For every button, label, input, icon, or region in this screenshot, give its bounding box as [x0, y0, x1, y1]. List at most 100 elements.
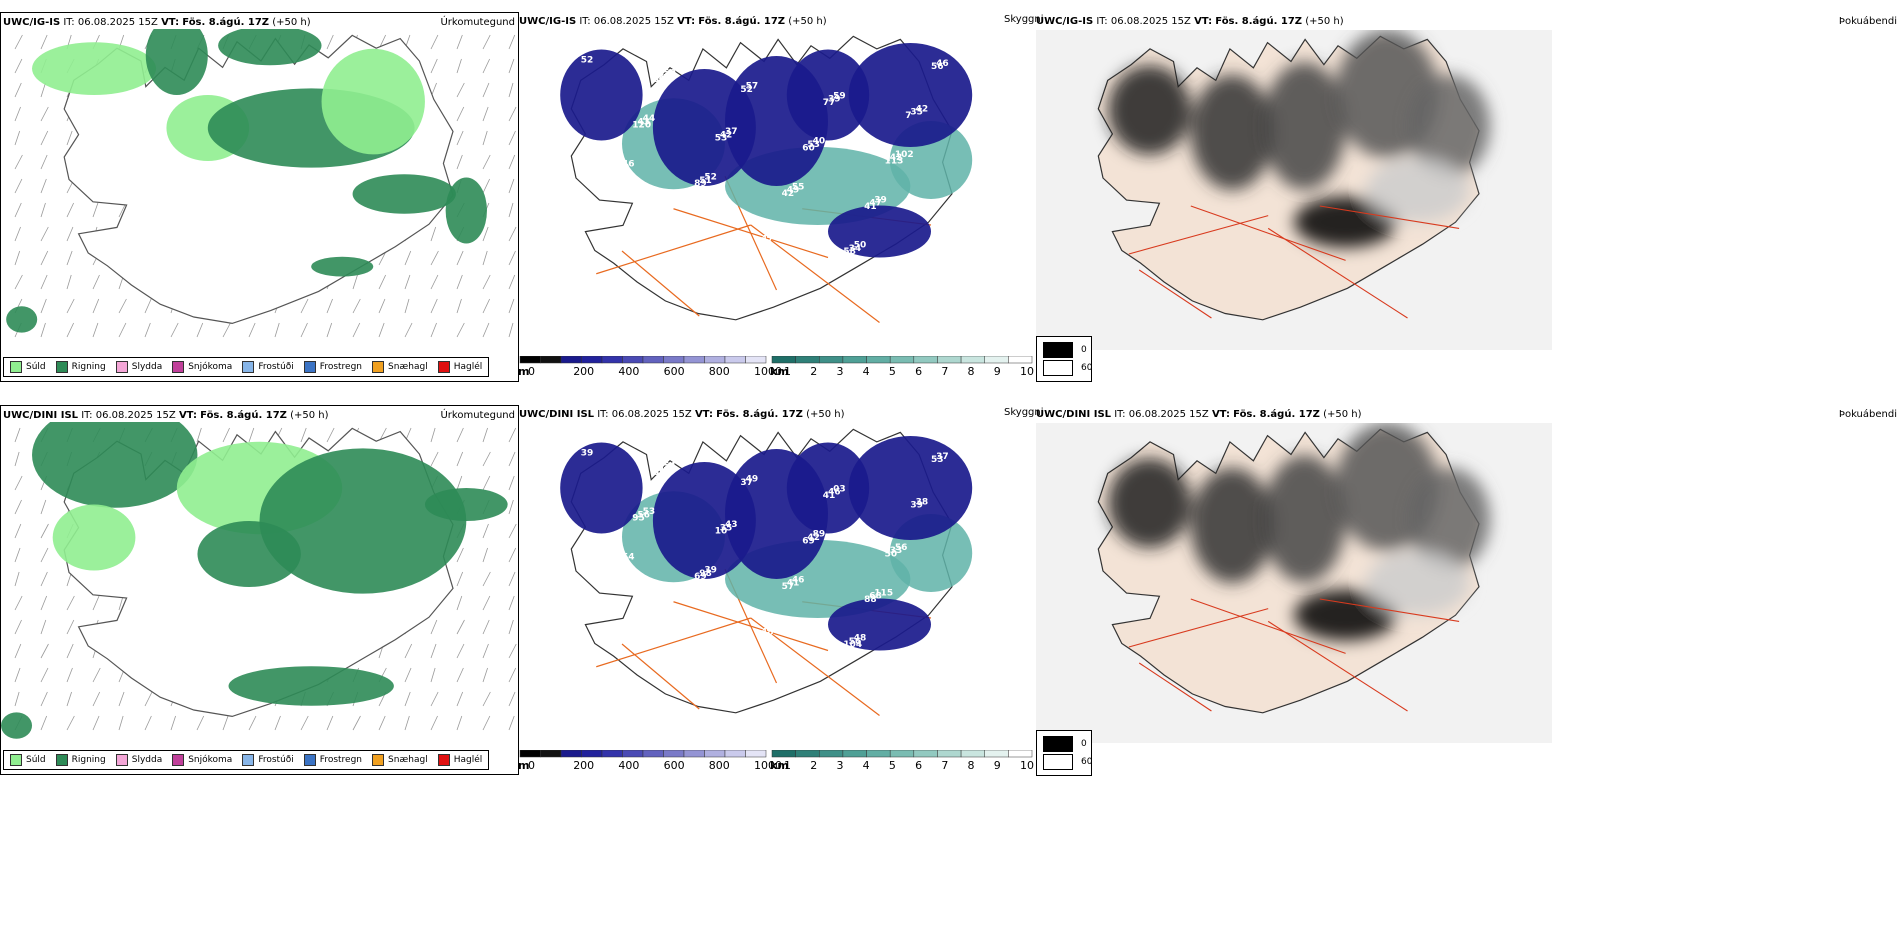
lead-time: (+50 h) [1305, 16, 1344, 27]
colorbar-tick: 200 [573, 759, 595, 772]
ceiling-value-label: 120 [632, 121, 651, 131]
colorbar-tick: 7 [941, 365, 949, 378]
colorbar-tick: 6 [915, 759, 923, 772]
ceiling-value-labels: 5253395546404459505011395210237425746383… [581, 56, 949, 258]
fog-legend-max: 0 [1081, 739, 1087, 749]
precip-legend-label: Súld [26, 755, 46, 765]
road-network [1128, 598, 1460, 712]
ceiling-value-label: 57 [746, 82, 759, 92]
ceiling-value-label: 42 [782, 189, 795, 199]
init-time: IT: 06.08.2025 15Z [1096, 16, 1191, 27]
precip-legend-swatch [372, 361, 385, 373]
ceiling-value-label: 115 [874, 588, 893, 598]
precip-legend-label: Frostúði [258, 755, 294, 765]
ceiling-value-label: 53 [643, 507, 656, 517]
ceiling-value-label: 7 [905, 111, 911, 121]
precip-legend-item: Snjókoma [172, 361, 232, 373]
ceiling-value-label: 45 [658, 465, 671, 475]
colorbar-tick: 10 [1020, 759, 1034, 772]
ceiling-value-label: 74 [591, 212, 604, 222]
valid-label: VT: [1194, 16, 1213, 27]
fog-map-svg [1036, 423, 1552, 743]
ceiling-value-label: 57 [782, 582, 795, 592]
ceiling-map-svg: 3955384654895303544869115395643384937574… [560, 428, 973, 716]
colorbar-tick: 3 [836, 759, 844, 772]
ceiling-value-label: 03 [833, 484, 846, 494]
precip-legend-swatch [437, 361, 450, 373]
ceiling-value-label: 56 [931, 62, 944, 72]
colorbar-tick: 2 [810, 759, 818, 772]
precip-legend-label: Snjókoma [188, 362, 233, 372]
ceiling-value-label: 50 [663, 69, 676, 79]
ceiling-value-label: 41 [823, 491, 836, 501]
ceiling-value-label: 37 [936, 452, 949, 462]
lead-time: (+50 h) [290, 410, 329, 421]
ceiling-value-label: 69 [694, 572, 707, 582]
colorbar-tick: 5 [888, 759, 896, 772]
panel-header: UWC/DINI ISL IT: 06.08.2025 15Z VT: Fös.… [3, 410, 329, 422]
colorbar-tick: 0 [528, 365, 535, 378]
ceiling-value-label: 39 [704, 566, 717, 576]
visibility-colorbar: km 1 2 3 4 5 6 7 8 9 10 [770, 750, 1034, 772]
ceiling-value-label: 80 [653, 75, 666, 85]
ceiling-value-label: 55 [792, 182, 805, 192]
precip-legend-item: Rigning [55, 361, 106, 373]
precip-panel-row2: UWC/DINI ISL IT: 06.08.2025 15Z VT: Fös.… [0, 405, 519, 775]
ceiling-value-label: 56 [849, 637, 862, 647]
ceiling-colorbar: m 0 200 400 600 800 1000 [518, 750, 782, 772]
ceiling-value-labels: 3955384654895303544869115395643384937574… [581, 449, 949, 651]
ceiling-value-label: 56 [895, 543, 908, 553]
ceiling-value-label: 49 [617, 556, 630, 566]
ceiling-areas [560, 43, 973, 258]
colorbar-tick: 0 [528, 759, 535, 772]
panel-header: UWC/IG-IS IT: 06.08.2025 15Z VT: Fös. 8.… [3, 17, 311, 29]
ceiling-value-label: 40 [813, 137, 826, 147]
precip-map-svg [6, 29, 517, 338]
panel-title-ceiling: Skyggni [1004, 14, 1044, 25]
colorbar-tick: 1000 [754, 759, 782, 772]
precip-legend: Súld Rigning Slydda Snjókoma Frostúði Frostre… [3, 357, 490, 377]
ceiling-value-label: 50 [885, 549, 898, 559]
precip-legend-item: Haglél [437, 754, 482, 766]
precip-panel-row1: UWC/IG-IS IT: 06.08.2025 15Z VT: Fös. 8.… [0, 12, 519, 382]
fog-panel-header: UWC/DINI ISL IT: 06.08.2025 15Z VT: Fös.… [1036, 409, 1362, 421]
colorbar-tick: 600 [663, 759, 685, 772]
colorbar-tick: 1000 [754, 365, 782, 378]
precip-legend-label: Slydda [131, 755, 163, 765]
ceiling-value-label: 68 [612, 559, 625, 569]
ceiling-value-label: 39 [910, 501, 923, 511]
fog-map-svg [1036, 30, 1552, 350]
panel-title-ceiling: Skyggni [1004, 407, 1044, 418]
ceiling-value-label: 40 [617, 163, 630, 173]
colorbar-tick: 7 [941, 759, 949, 772]
fog-panel-header: UWC/IG-IS IT: 06.08.2025 15Z VT: Fös. 8.… [1036, 16, 1344, 28]
ceiling-value-label: 35 [910, 108, 923, 118]
ceiling-value-label: 42 [916, 104, 929, 114]
ceiling-value-label: 37 [740, 478, 753, 488]
ceiling-value-label: 50 [854, 241, 867, 251]
fog-map-row2 [1036, 423, 1552, 743]
precip-areas [1, 422, 508, 739]
precip-legend-item: Frostúði [242, 754, 294, 766]
valid-time: Fös. 8.ágú. 17Z [182, 17, 270, 28]
ceiling-value-label: 41 [864, 202, 877, 212]
ceiling-map-row2: 39 55 38 46 54 89 53 03 54 48 69 115 39 56 43 38 49 37 57 4… [519, 423, 1034, 748]
colorbar-strip [771, 750, 1033, 758]
precip-legend-label: Frostregn [319, 755, 363, 765]
model-name: UWC/IG-IS [3, 17, 61, 28]
colorbar-unit: m [518, 759, 530, 772]
precip-legend-item: Súld [10, 361, 46, 373]
precip-legend-label: Súld [26, 362, 46, 372]
model-name: UWC/DINI ISL [1036, 409, 1112, 420]
precip-legend-swatch [437, 754, 450, 766]
ceiling-value-label: 39 [828, 95, 841, 105]
ceiling-value-label: 88 [864, 595, 877, 605]
ceiling-value-label: 47 [761, 234, 774, 244]
colorbar-unit: km [770, 365, 789, 378]
precip-areas [6, 29, 487, 333]
lead-time: (+50 h) [806, 409, 845, 420]
model-name: UWC/IG-IS [519, 16, 577, 27]
ceiling-value-label: 42 [807, 533, 820, 543]
init-time: IT: 06.08.2025 15Z [1114, 409, 1209, 420]
valid-label: VT: [1211, 409, 1230, 420]
